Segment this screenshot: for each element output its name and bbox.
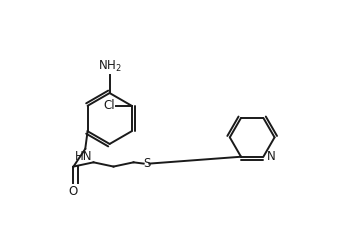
Text: S: S <box>143 157 150 170</box>
Text: O: O <box>69 185 78 198</box>
Text: NH$_2$: NH$_2$ <box>98 59 122 74</box>
Text: Cl: Cl <box>103 99 115 112</box>
Text: N: N <box>266 150 275 163</box>
Text: HN: HN <box>75 150 93 163</box>
